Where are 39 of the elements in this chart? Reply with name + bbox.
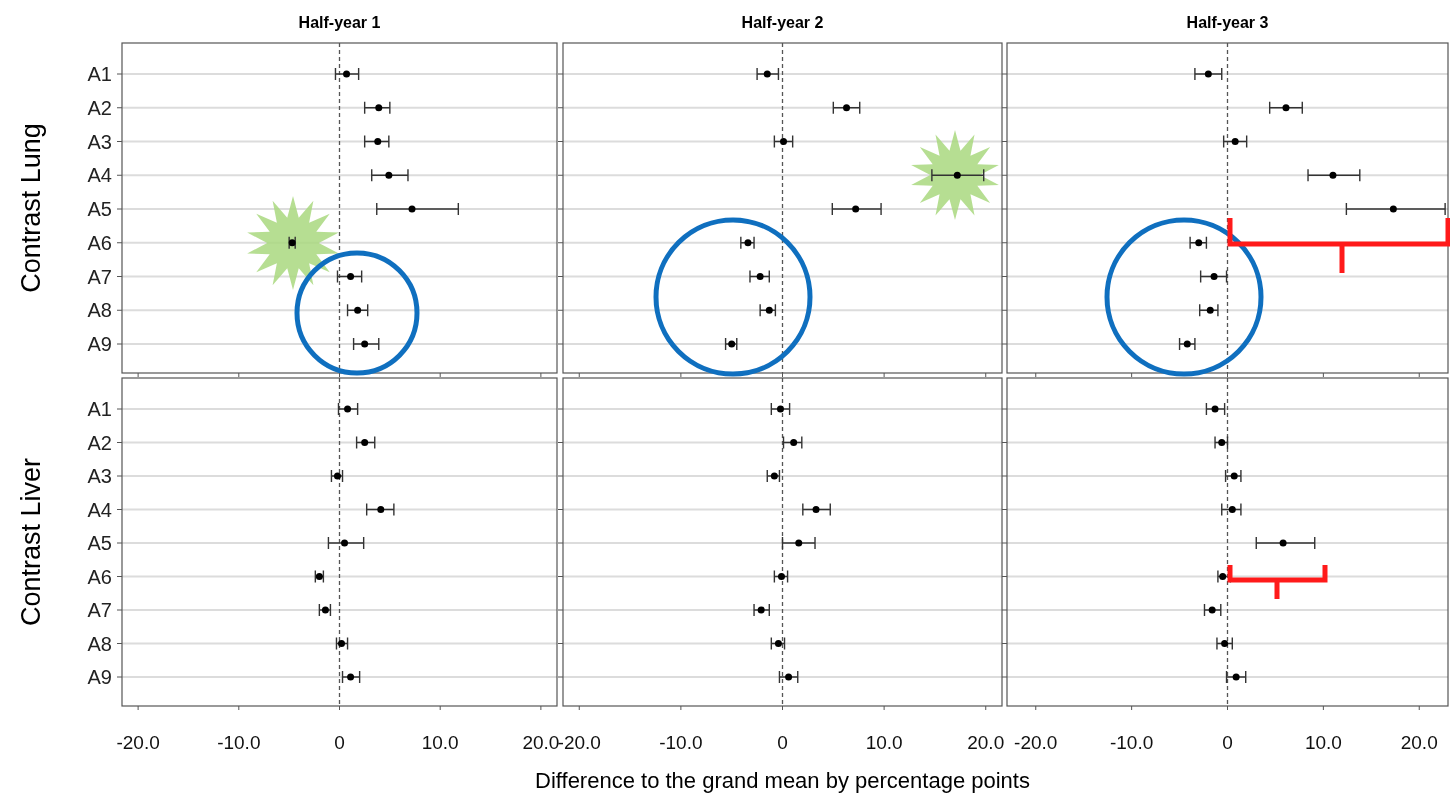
x-tick-label: 10.0 <box>865 732 903 753</box>
y-axis-title: Contrast Liver <box>16 457 46 627</box>
x-tick-label: 0 <box>777 732 788 753</box>
y-tick-label: A2 <box>87 96 112 119</box>
y-tick-label: A4 <box>87 498 112 521</box>
y-tick-label: A4 <box>87 164 112 187</box>
x-tick-label: 20.0 <box>967 732 1005 753</box>
x-tick-label: 10.0 <box>1304 732 1342 753</box>
y-tick-label: A1 <box>87 63 112 85</box>
x-tick-label: -10.0 <box>1109 732 1154 753</box>
x-axis-title: Difference to the grand mean by percentage points <box>535 768 1030 793</box>
y-tick-label: A1 <box>87 398 112 420</box>
chart-title: Half-year 3 <box>1186 14 1269 31</box>
x-tick-label: -10.0 <box>659 732 703 753</box>
y-tick-label: A5 <box>87 198 112 220</box>
x-tick-label: 20.0 <box>522 732 560 753</box>
y-tick-label: A3 <box>87 130 112 153</box>
x-tick-label: -10.0 <box>217 732 261 753</box>
x-tick-label: 20.0 <box>1400 732 1438 753</box>
x-tick-label: 0 <box>334 732 345 753</box>
y-axis-title: Contrast Lung <box>16 123 46 293</box>
y-tick-label: A5 <box>87 532 112 554</box>
y-tick-label: A9 <box>87 666 112 688</box>
x-tick-label: 10.0 <box>421 732 459 753</box>
y-tick-label: A6 <box>87 231 112 254</box>
y-tick-label: A2 <box>87 431 112 454</box>
y-tick-label: A8 <box>87 299 112 322</box>
chart-title: Half-year 1 <box>298 14 381 31</box>
y-tick-label: A9 <box>87 333 112 355</box>
y-tick-label: A7 <box>87 265 112 288</box>
x-tick-label: -20.0 <box>1014 732 1058 753</box>
y-tick-label: A6 <box>87 565 112 588</box>
y-tick-label: A3 <box>87 465 112 487</box>
chart-title: Half-year 2 <box>741 14 824 31</box>
x-tick-label: -20.0 <box>116 732 160 753</box>
y-tick-label: A7 <box>87 599 112 621</box>
y-tick-label: A8 <box>87 632 112 655</box>
x-tick-label: 0 <box>1222 732 1233 753</box>
x-tick-label: -20.0 <box>557 732 601 753</box>
